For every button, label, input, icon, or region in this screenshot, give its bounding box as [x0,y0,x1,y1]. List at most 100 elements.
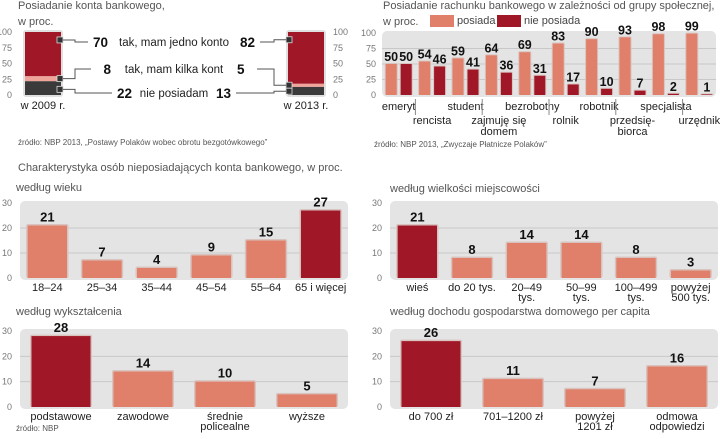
age-bar [191,255,232,278]
social-category-label: emeryt [382,101,416,113]
social-bar-posiada [552,43,564,95]
income-value-label: 26 [424,325,438,340]
social-category-label: zajmuję się [471,115,526,127]
age-bar [246,240,286,278]
social-bar-nie-posiada [634,90,646,95]
education-category-label: podstawowe [30,411,91,423]
ownership-ytick-label-left: 50 [2,59,12,69]
education-bar [113,371,173,407]
age-ytick-label: 30 [2,198,12,208]
age-plot-bg [20,201,348,280]
ownership-bar-segment [25,76,61,82]
ownership-ytick-label-right: 100 [333,27,348,37]
education-bar [277,394,337,407]
social-value-label: 54 [418,48,432,62]
social-bar-nie-posiada [667,93,679,95]
town-size-category-label: tys. [573,292,590,304]
income-chart-title: według dochodu gospodarstwa domowego per… [390,306,650,318]
social-bar-nie-posiada [500,72,512,95]
ownership-row-label: nie posiadam [140,88,208,100]
income-value-label: 7 [591,373,598,388]
ownership-connector [236,90,286,94]
ownership-marker [285,36,293,44]
social-value-label: 83 [551,30,565,44]
ownership-chart-title: Posiadanie konta bankowego, [18,0,165,12]
ownership-marker [56,36,64,44]
legend-label-nie-posiada: nie posiada [524,15,581,27]
town-size-category-label: 20–49 [511,282,542,294]
ownership-value-2013: 13 [216,86,232,101]
ownership-ytick-label-right: 25 [333,74,343,84]
education-value-label: 5 [303,378,310,393]
social-bar-posiada [519,52,531,95]
social-category-label: biorca [618,126,649,138]
ownership-category-label: w 2013 r. [283,100,329,112]
town-size-bar [452,258,492,278]
education-chart-title: według wykształcenia [16,306,122,318]
social-chart-title: Posiadanie rachunku bankowego w zależnoś… [383,0,715,12]
legend-swatch-nie-posiada [497,15,521,27]
ownership-ytick-label-left: 25 [2,74,12,84]
income-category-label: do 700 zł [409,411,454,423]
social-value-label: 1 [703,80,710,94]
town-size-value-label: 8 [468,242,475,257]
social-bar-posiada [385,64,397,95]
social-value-label: 10 [600,75,614,89]
ownership-category-label: w 2009 r. [20,100,66,112]
age-chart-title: według wieku [16,182,83,194]
town-size-bar [561,243,602,278]
age-category-label: 65 i więcej [295,282,346,294]
town-size-value-label: 3 [687,255,694,270]
ownership-source: źródło: NBP 2013, „Postawy Polaków wobec… [18,138,268,147]
town-size-ytick-label: 0 [377,273,382,283]
town-size-category-label: tys. [518,292,535,304]
ownership-chart-subtitle: w proc. [18,16,54,28]
income-category-label: odmowa [656,411,698,423]
town-size-value-label: 14 [574,227,589,242]
education-value-label: 28 [54,320,68,335]
social-category-label: przedsię- [610,115,656,127]
age-value-label: 15 [259,225,273,240]
age-category-label: 35–44 [141,282,172,294]
social-bar-posiada [485,55,497,95]
town-size-plot-bg [390,201,718,280]
social-value-label: 93 [618,23,632,37]
education-source: źródło: NBP [16,424,59,433]
education-ytick-label: 30 [2,326,12,336]
social-bar-posiada [419,61,431,95]
town-size-value-label: 8 [632,242,639,257]
ownership-ytick-label-left: 75 [2,43,12,53]
social-value-label: 46 [433,52,447,66]
town-size-value-label: 14 [519,227,534,242]
income-ytick-label: 0 [377,402,382,412]
social-bar-posiada [586,39,598,95]
ownership-marker [56,75,64,83]
age-category-label: 55–64 [251,282,282,294]
town-size-ytick-label: 10 [372,248,382,258]
social-value-label: 50 [399,50,413,64]
town-chart-title: według wielkości miejscowości [390,183,540,195]
ownership-bar-segment [288,86,324,95]
legend-swatch-posiada [430,15,454,27]
education-category-label: średnie [207,411,243,423]
social-bar-posiada [652,34,664,95]
social-bar-posiada [619,37,631,95]
town-size-bar [670,270,711,278]
social-category-label: bezrobotny [505,101,560,113]
social-bar-nie-posiada [434,66,446,95]
social-value-label: 2 [670,80,677,94]
social-bar-posiada [452,58,464,95]
income-bar [647,366,707,407]
age-ytick-label: 0 [7,273,12,283]
education-category-label: policealne [200,421,250,433]
social-source: źródło: NBP 2013, „Zwyczaje Płatnicze Po… [374,140,547,149]
income-ytick-label: 30 [372,326,382,336]
income-bar [483,379,543,407]
town-size-category-label: do 20 tys. [448,282,496,294]
social-value-label: 41 [466,56,480,70]
social-value-label: 50 [384,50,398,64]
legend-label-posiada: posiada [457,15,496,27]
social-category-label: specjalista [640,101,692,113]
ownership-ytick-label-left: 100 [0,27,12,37]
